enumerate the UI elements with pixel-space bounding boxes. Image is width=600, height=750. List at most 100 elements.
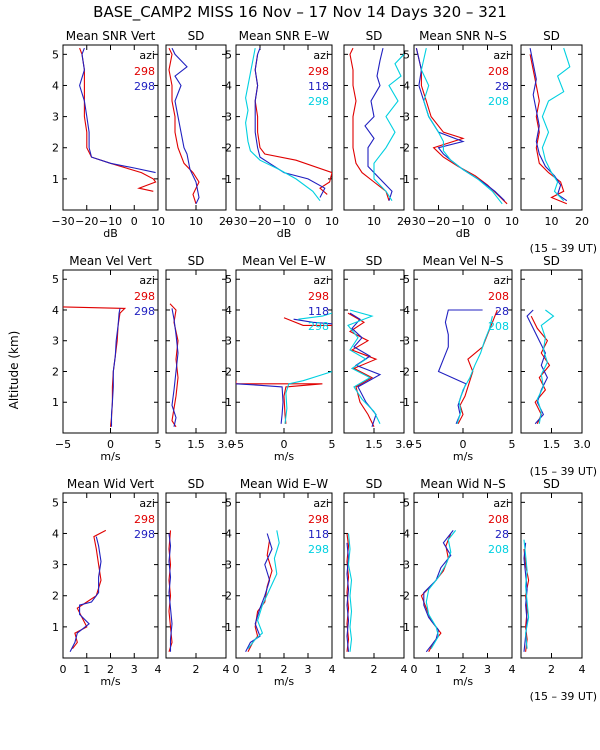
legend-entry: 298	[308, 95, 329, 108]
x-tick-label: 4	[329, 663, 336, 676]
x-tick-label: 20	[397, 215, 411, 228]
series-line-1	[168, 47, 200, 204]
y-tick-label: 3	[52, 111, 59, 124]
y-tick-label: 4	[225, 304, 232, 317]
legend-entry: 298	[134, 528, 155, 541]
legend-entry: 208	[488, 65, 509, 78]
series-line-2	[236, 383, 284, 424]
legend-header: azi	[493, 274, 509, 287]
x-tick-label: 10	[367, 215, 381, 228]
y-tick-label: 3	[403, 335, 410, 348]
panel-7: Mean Vel Vert 1 2 3 4 5 −5 0 5 m/s azi 298 298	[52, 254, 162, 463]
y-tick-label: 3	[225, 559, 232, 572]
y-tick-label: 3	[225, 335, 232, 348]
panel-17: Mean Wid N–S 1 2 3 4 5 0 1 2 3 4 m/s azi 208 28 208	[403, 477, 516, 688]
x-tick-label: −10	[451, 215, 474, 228]
legend-entry: 298	[134, 305, 155, 318]
panel-title: SD	[366, 254, 383, 268]
legend-header: azi	[139, 274, 155, 287]
y-tick-label: 1	[225, 173, 232, 186]
y-tick-label: 3	[225, 111, 232, 124]
legend-entry: 298	[308, 65, 329, 78]
legend-entry: 298	[134, 513, 155, 526]
x-tick-label: 5	[155, 438, 162, 451]
panel-title: SD	[543, 29, 560, 43]
panel-title: Mean Vel E–W	[242, 254, 326, 268]
x-tick-label: −5	[228, 438, 244, 451]
x-tick-label: −30	[51, 215, 74, 228]
y-tick-label: 2	[403, 142, 410, 155]
x-axis-label: m/s	[100, 675, 120, 688]
legend-entry: 28	[495, 80, 509, 93]
x-tick-label: 2	[281, 663, 288, 676]
series-line-2	[69, 536, 102, 653]
y-tick-label: 3	[403, 111, 410, 124]
panel-11: Mean Vel N–S 1 2 3 4 5 −5 0 5 m/s azi 208 28 208	[403, 254, 516, 463]
y-tick-label: 5	[403, 273, 410, 286]
panel-1: Mean SNR Vert 1 2 3 4 5 −30 −20 −10 0 10 dB azi 298 29…	[51, 29, 165, 240]
legend-entry: 118	[308, 528, 329, 541]
x-tick-label: −5	[55, 438, 71, 451]
x-tick-label: 4	[579, 663, 586, 676]
legend-entry: 298	[308, 543, 329, 556]
legend-entry: 208	[488, 513, 509, 526]
series-line-2	[254, 47, 326, 198]
series-line-2	[171, 47, 200, 205]
plot-frame	[520, 44, 583, 211]
legend-entry: 298	[308, 290, 329, 303]
panel-title: Mean Wid Vert	[67, 477, 154, 491]
plot-frame	[343, 492, 405, 659]
x-tick-label: 20	[575, 215, 589, 228]
panel-title: SD	[188, 477, 205, 491]
legend-header: azi	[313, 497, 329, 510]
legend-entry: 208	[488, 320, 509, 333]
y-tick-label: 5	[52, 48, 59, 61]
series-line-2	[529, 47, 568, 202]
y-tick-label: 4	[52, 79, 59, 92]
series-line-1	[72, 529, 107, 650]
y-tick-label: 5	[225, 273, 232, 286]
x-tick-label: 0	[60, 663, 67, 676]
y-tick-label: 5	[225, 496, 232, 509]
y-tick-label: 1	[52, 396, 59, 409]
x-tick-label: 1.5	[543, 438, 561, 451]
x-tick-label: 0	[131, 215, 138, 228]
legend-entry: 28	[495, 305, 509, 318]
y-tick-label: 3	[52, 335, 59, 348]
series-line-3	[420, 47, 503, 205]
y-tick-label: 5	[52, 273, 59, 286]
series-line-1	[236, 380, 323, 424]
y-tick-label: 1	[403, 173, 410, 186]
y-tick-label: 4	[52, 527, 59, 540]
x-tick-label: 3.0	[573, 438, 591, 451]
x-axis-label: dB	[277, 227, 292, 240]
series-line-1	[63, 306, 127, 427]
series-line-1	[169, 303, 179, 428]
panel-16: SD 2 4	[343, 477, 408, 676]
series-line-2	[79, 47, 156, 174]
series-line-3	[347, 309, 381, 425]
plot-frame	[520, 269, 583, 434]
series-line-2	[168, 533, 173, 652]
y-tick-label: 1	[403, 396, 410, 409]
legend-entry: 118	[308, 80, 329, 93]
x-tick-label: 2	[371, 663, 378, 676]
x-tick-label: 0	[484, 215, 491, 228]
x-axis-label: m/s	[453, 450, 473, 463]
x-tick-label: 1	[83, 663, 90, 676]
legend-header: azi	[493, 49, 509, 62]
y-tick-label: 5	[225, 48, 232, 61]
time-range-notes: (15 – 39 UT) (15 – 39 UT) (15 – 39 UT)	[530, 242, 597, 703]
x-tick-label: 4	[223, 663, 230, 676]
plot-frame	[520, 492, 583, 659]
legend-header: azi	[139, 49, 155, 62]
x-tick-label: 0	[305, 215, 312, 228]
y-tick-label: 1	[225, 621, 232, 634]
y-tick-label: 5	[403, 496, 410, 509]
panel-title: SD	[366, 29, 383, 43]
series-line-3	[247, 530, 280, 650]
x-tick-label: 10	[505, 215, 519, 228]
y-tick-label: 1	[52, 621, 59, 634]
legend-entry: 298	[308, 320, 329, 333]
x-tick-label: 0	[233, 663, 240, 676]
